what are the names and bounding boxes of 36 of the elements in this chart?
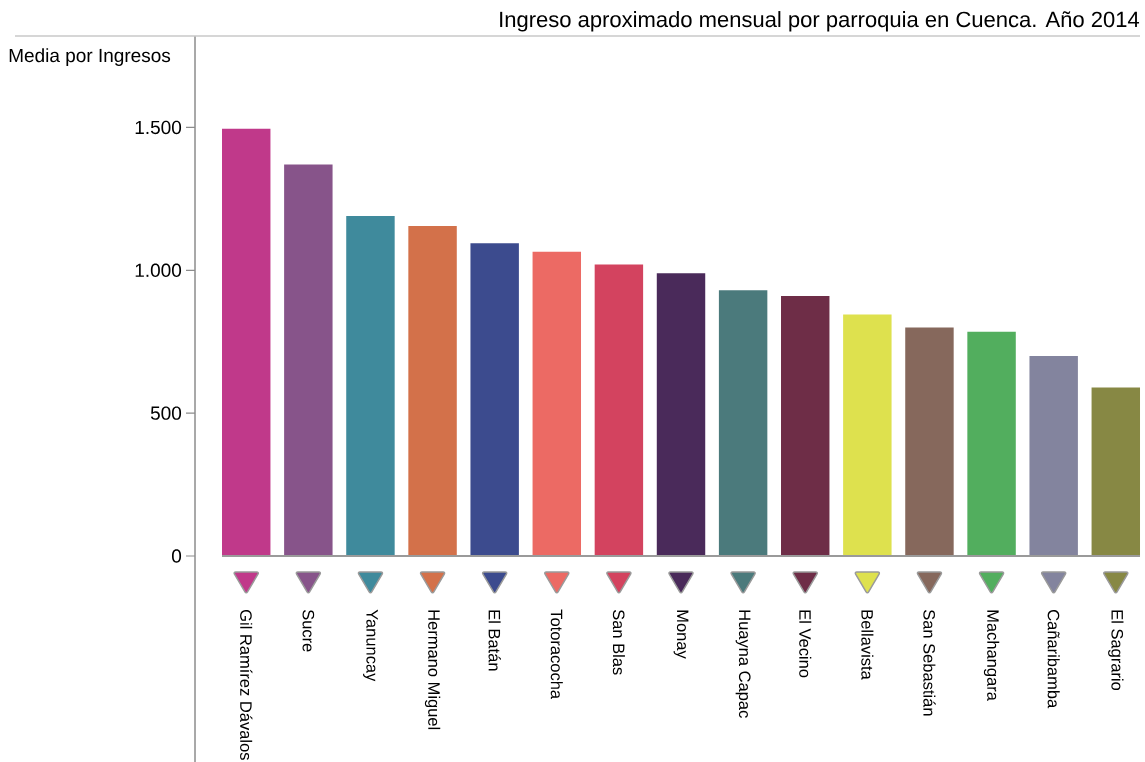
x-tick-label: Hermano Miguel — [424, 610, 441, 730]
x-tick-label: San Blas — [612, 609, 625, 675]
bar — [1029, 356, 1078, 556]
bar — [967, 331, 1016, 556]
y-axis-title: Media por Ingresos — [9, 48, 171, 66]
bar — [222, 128, 271, 556]
bar — [781, 296, 830, 556]
bar — [594, 264, 644, 556]
chart-title: Ingreso aproximado mensual por parroquia en Cuenca. Año 2014 — [500, 11, 1140, 32]
x-tick-label: El Sagrario — [1108, 610, 1124, 691]
x-tick-label: Huayna Capac — [735, 610, 751, 718]
x-tick-label: Bellavista — [861, 610, 874, 680]
x-tick-label: Gil Ramírez Dávalos — [240, 610, 253, 760]
x-tick-label: San Sebastián — [923, 609, 936, 716]
x-tick-label: Totoracocha — [550, 609, 563, 700]
bar — [1091, 387, 1141, 556]
bar — [656, 273, 706, 556]
bar — [718, 290, 768, 556]
bar — [905, 327, 954, 556]
bar — [843, 314, 892, 556]
bar — [284, 164, 333, 556]
x-tick-label: El Batán — [488, 610, 501, 671]
y-tick-label: 500 — [150, 406, 182, 420]
y-tick-label: 1.000 — [135, 263, 182, 278]
bar — [532, 251, 582, 556]
x-tick-label: Monay — [673, 610, 689, 659]
bar — [408, 226, 457, 556]
y-tick-label: 0 — [171, 549, 182, 563]
x-tick-label: Sucre — [302, 609, 315, 652]
bar — [470, 243, 519, 556]
x-tick-label: Cañaribamba — [1047, 610, 1060, 709]
bar — [346, 216, 395, 556]
x-tick-label: Yanuncay — [363, 609, 378, 682]
y-tick-label: 1.500 — [135, 120, 182, 135]
x-tick-label: El Vecino — [799, 610, 812, 678]
x-tick-label: Machangara — [983, 610, 1000, 701]
